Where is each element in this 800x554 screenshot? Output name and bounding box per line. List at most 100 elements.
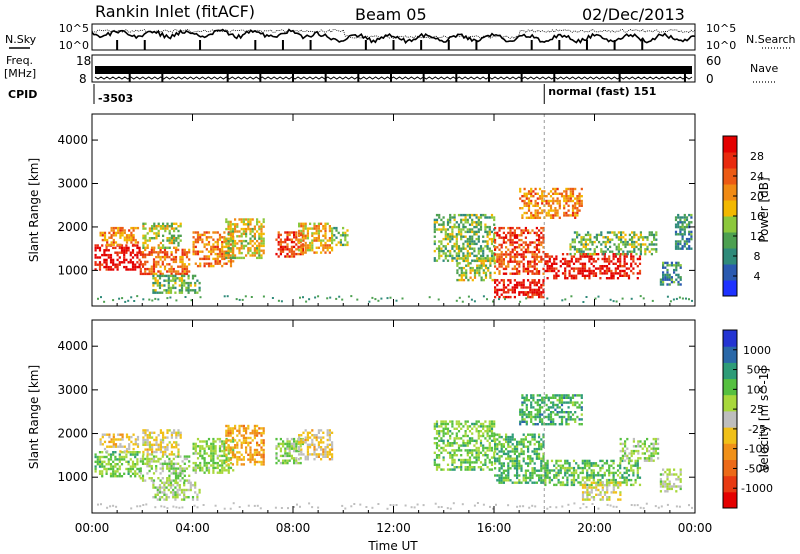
- velocity-cell: [108, 435, 111, 439]
- power-cell: [476, 266, 479, 270]
- velocity-cell: [284, 442, 287, 446]
- power-cell: [438, 257, 441, 260]
- velocity-cell: [572, 471, 576, 475]
- velocity-cell: [442, 456, 445, 459]
- velocity-cell: [540, 443, 543, 446]
- power-cell: [229, 237, 232, 240]
- power-cell: [648, 231, 651, 234]
- power-cell: [98, 263, 102, 266]
- power-cell: [675, 278, 678, 281]
- velocity-cell: [516, 469, 519, 472]
- power-cell: [534, 199, 537, 203]
- velocity-cell: [435, 425, 439, 428]
- power-cell: [513, 265, 516, 268]
- velocity-cell: [223, 454, 226, 458]
- velocity-cell: [320, 448, 323, 451]
- power-cell: [592, 272, 595, 275]
- power-cell: [328, 244, 331, 247]
- velocity-cell: [542, 459, 545, 463]
- power-cell: [460, 278, 463, 282]
- velocity-cell: [313, 448, 316, 451]
- power-cell: [236, 230, 239, 233]
- velocity-cell: [185, 455, 189, 458]
- power-cell: [440, 223, 443, 226]
- power-cell: [455, 237, 458, 241]
- velocity-cell: [98, 465, 102, 468]
- velocity-cell: [484, 461, 487, 464]
- power-cell: [210, 252, 213, 256]
- velocity-cell: [322, 455, 325, 458]
- velocity-cell: [500, 450, 503, 453]
- velocity-cell: [627, 478, 631, 482]
- power-cell: [631, 231, 634, 234]
- velocity-cell: [507, 435, 510, 439]
- power-cell: [462, 274, 466, 277]
- power-cell: [532, 195, 535, 198]
- power-cell: [466, 221, 469, 224]
- power-cell: [522, 265, 525, 268]
- power-cell: [136, 246, 139, 250]
- power-cell: [538, 286, 541, 289]
- velocity-cell: [542, 435, 545, 439]
- power-cell: [433, 249, 436, 253]
- power-cell: [477, 228, 480, 231]
- power-cell: [564, 274, 567, 277]
- power-cell: [123, 251, 126, 254]
- velocity-cell: [225, 460, 228, 464]
- power-cell: [203, 262, 206, 265]
- velocity-cell: [477, 430, 480, 433]
- power-cell: [136, 253, 139, 257]
- velocity-cell: [534, 418, 537, 421]
- power-cell: [668, 278, 671, 281]
- velocity-cell: [201, 466, 204, 470]
- power-cell: [127, 268, 130, 271]
- velocity-cell: [531, 435, 534, 439]
- power-cell: [586, 274, 589, 277]
- power-cell: [484, 266, 488, 270]
- power-cell: [581, 255, 584, 258]
- velocity-cell: [505, 440, 508, 444]
- velocity-cell: [159, 438, 162, 442]
- power-cell: [223, 295, 226, 298]
- power-cell: [636, 277, 639, 280]
- power-cell: [516, 246, 519, 249]
- velocity-cell: [134, 465, 137, 468]
- power-cell: [166, 253, 169, 256]
- velocity-cell: [131, 467, 135, 471]
- power-cell: [136, 265, 139, 269]
- power-cell: [155, 272, 158, 276]
- power-cell: [530, 202, 533, 205]
- power-cell: [315, 229, 318, 233]
- power-cell: [488, 225, 491, 229]
- power-cell: [455, 240, 458, 243]
- velocity-cell: [574, 420, 577, 423]
- velocity-cell: [488, 458, 491, 462]
- velocity-cell: [170, 446, 173, 449]
- velocity-cell: [433, 458, 436, 462]
- power-cell: [620, 233, 623, 237]
- power-cell: [244, 295, 247, 298]
- power-cell: [625, 267, 628, 270]
- velocity-cell: [538, 476, 541, 480]
- velocity-cell: [614, 481, 617, 484]
- power-cell: [317, 232, 320, 235]
- power-cell: [617, 252, 620, 256]
- power-cell: [605, 265, 609, 268]
- power-cell: [606, 236, 609, 239]
- velocity-cell: [546, 459, 549, 463]
- power-cell: [275, 238, 278, 241]
- velocity-cell: [554, 403, 557, 407]
- power-cell: [603, 272, 606, 275]
- velocity-cell: [466, 449, 469, 452]
- velocity-cell: [466, 461, 469, 464]
- power-cell: [603, 257, 606, 261]
- power-cell: [119, 226, 122, 230]
- power-cell: [249, 254, 252, 257]
- power-cell: [457, 225, 461, 229]
- power-cell: [286, 252, 289, 256]
- power-cell: [570, 257, 573, 261]
- power-cell: [564, 262, 567, 265]
- velocity-cell: [141, 479, 145, 482]
- velocity-cell: [179, 474, 182, 477]
- power-cell: [549, 216, 553, 219]
